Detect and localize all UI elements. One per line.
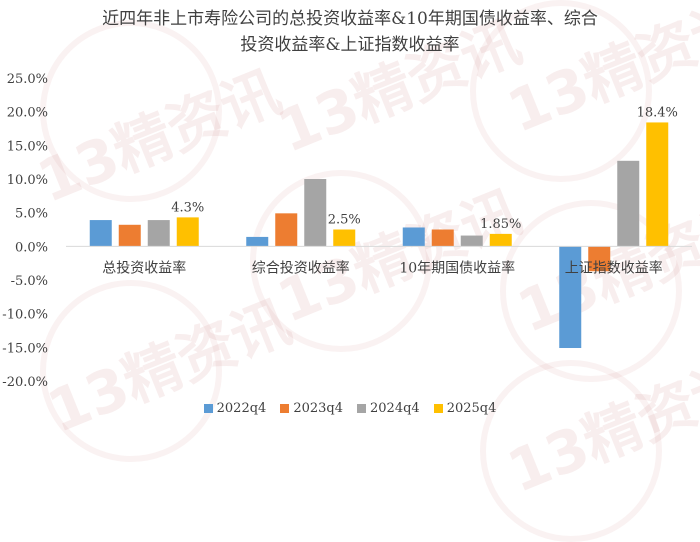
y-tick-label: -5.0%	[11, 274, 48, 289]
legend-label: 2024q4	[370, 401, 420, 416]
bar-2024q4-3	[617, 160, 640, 247]
legend-item: 2024q4	[357, 401, 420, 416]
legend-label: 2025q4	[446, 401, 497, 416]
x-category-label: 上证指数收益率	[565, 259, 663, 276]
x-category-label: 10年期国债收益率	[399, 259, 515, 276]
legend-label: 2023q4	[293, 401, 343, 416]
data-label: 1.85%	[480, 217, 521, 232]
legend-swatch	[357, 404, 366, 413]
bar-2024q4-1	[304, 179, 327, 247]
bar-2024q4-0	[147, 220, 170, 247]
bar-2023q4-3	[588, 246, 611, 272]
bar-2022q4-2	[402, 227, 425, 247]
chart-title-line-2: 投资收益率&上证指数收益率	[240, 35, 460, 55]
y-tick-label: -10.0%	[2, 308, 48, 323]
y-tick-label: 20.0%	[7, 106, 48, 121]
y-tick-label: 5.0%	[15, 207, 48, 222]
legend-swatch	[203, 404, 213, 413]
y-tick-label: 10.0%	[7, 173, 48, 188]
legend-item: 2025q4	[433, 401, 497, 416]
bar-2025q4-2	[489, 233, 512, 247]
legend-swatch	[280, 404, 290, 413]
bar-2025q4-0	[176, 217, 199, 247]
bar-2025q4-3	[646, 122, 669, 247]
bar-2023q4-2	[431, 229, 454, 247]
y-tick-label: 0.0%	[15, 240, 48, 255]
data-label: 4.3%	[171, 200, 204, 215]
y-tick-label: 15.0%	[7, 139, 48, 154]
data-label: 18.4%	[637, 105, 678, 120]
bar-2023q4-0	[118, 224, 141, 247]
x-category-label: 总投资收益率	[102, 259, 186, 276]
chart-title-line-1: 近四年非上市寿险公司的总投资收益率&10年期国债收益率、综合	[102, 9, 598, 29]
bar-2025q4-1	[333, 229, 356, 247]
bar-2023q4-1	[275, 213, 298, 247]
bar-2022q4-0	[89, 220, 112, 247]
legend-swatch	[433, 404, 443, 413]
y-tick-label: -20.0%	[2, 375, 48, 390]
bar-2022q4-3	[559, 246, 582, 349]
legend-item: 2022q4	[203, 401, 267, 416]
y-tick-label: 25.0%	[7, 72, 48, 87]
legend-label: 2022q4	[216, 401, 267, 416]
bar-chart: -20.0% -15.0% -10.0% -5.0% 0.0% 5.0% 10.0% 15.0…	[2, 72, 692, 390]
chart-title: 近四年非上市寿险公司的总投资收益率&10年期国债收益率、综合 投资收益率&上证指…	[0, 6, 700, 58]
y-tick-label: -15.0%	[2, 341, 48, 356]
data-label: 2.5%	[328, 213, 361, 228]
bar-2024q4-2	[460, 235, 483, 247]
bar-2022q4-1	[246, 236, 269, 247]
chart-legend: 2022q4 2023q4 2024q4 2025q4	[0, 401, 700, 416]
x-category-label: 综合投资收益率	[252, 259, 350, 276]
legend-item: 2023q4	[280, 401, 343, 416]
